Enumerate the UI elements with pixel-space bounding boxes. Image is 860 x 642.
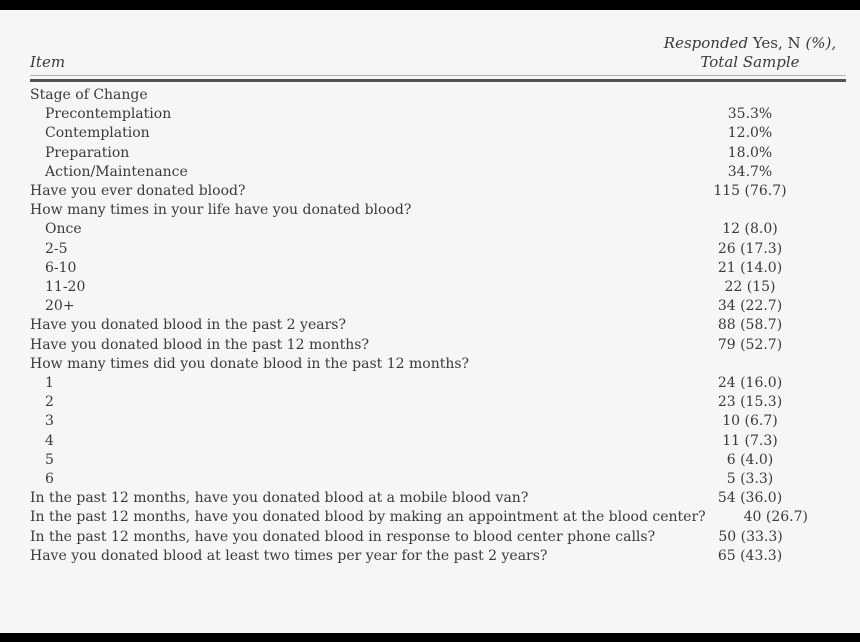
row-item-label: Have you ever donated blood? <box>30 183 246 200</box>
table-row: In the past 12 months, have you donated … <box>30 528 846 547</box>
row-item-label: 5 <box>45 451 54 468</box>
top-black-bar <box>0 0 860 10</box>
row-value <box>654 355 846 374</box>
row-item-label: Action/Maintenance <box>45 163 188 180</box>
table-row: 2 23 (15.3) <box>30 393 846 412</box>
row-item-label: Once <box>45 221 82 238</box>
item-column-header: Item <box>30 53 66 71</box>
row-item-label: Have you donated blood in the past 2 yea… <box>30 317 346 334</box>
row-value: 24 (16.0) <box>717 375 783 392</box>
row-item-label: Preparation <box>45 144 130 161</box>
row-value: 34.7% <box>727 163 773 180</box>
table-row: Contemplation 12.0% <box>30 124 846 143</box>
row-value: 10 (6.7) <box>722 413 778 430</box>
row-item-label: In the past 12 months, have you donated … <box>30 490 529 507</box>
row-value: 50 (33.3) <box>718 528 783 545</box>
row-value: 23 (15.3) <box>717 394 783 411</box>
table-row: Stage of Change <box>30 86 846 105</box>
row-item-label: In the past 12 months, have you donated … <box>30 509 706 526</box>
row-value: 22 (15) <box>724 279 776 296</box>
table-row: Have you ever donated blood? 115 (76.7) <box>30 182 846 201</box>
table-row: How many times did you donate blood in t… <box>30 355 846 374</box>
value-header-line1: Responded Yes, N (%), <box>663 34 837 52</box>
row-value: 40 (26.7) <box>743 509 808 526</box>
row-item-label: 4 <box>45 432 54 449</box>
table-row: Preparation 18.0% <box>30 144 846 163</box>
row-value: 88 (58.7) <box>717 317 783 334</box>
row-item-label: Precontemplation <box>45 106 172 123</box>
row-item-label: In the past 12 months, have you donated … <box>30 528 656 545</box>
table-row: How many times in your life have you don… <box>30 201 846 220</box>
table-row: 5 6 (4.0) <box>30 451 846 470</box>
table-row: 1 24 (16.0) <box>30 374 846 393</box>
row-item-label: How many times did you donate blood in t… <box>30 355 470 372</box>
row-item-label: Stage of Change <box>30 87 148 103</box>
row-item-label: 20+ <box>45 298 75 315</box>
row-item-label: Have you donated blood at least two time… <box>30 547 548 564</box>
table-row: Precontemplation 35.3% <box>30 105 846 124</box>
header-rule-thin <box>30 75 846 76</box>
row-value: 35.3% <box>727 106 773 123</box>
table-body: Stage of Change Precontemplation 35.3% Cont… <box>30 86 846 566</box>
header-rule-thick <box>30 79 846 82</box>
table-row: 2-5 26 (17.3) <box>30 240 846 259</box>
row-item-label: Contemplation <box>45 125 150 142</box>
table-row: Have you donated blood in the past 12 mo… <box>30 336 846 355</box>
row-item-label: 6-10 <box>45 259 77 276</box>
table-row: 3 10 (6.7) <box>30 412 846 431</box>
row-value: 26 (17.3) <box>717 240 783 257</box>
table-header-row: Item Responded Yes, N (%), Total Sample <box>30 0 846 72</box>
row-item-label: 2 <box>45 394 54 411</box>
value-column-header: Responded Yes, N (%), Total Sample <box>654 34 846 72</box>
row-value: 12 (8.0) <box>722 221 778 238</box>
table-row: Have you donated blood at least two time… <box>30 547 846 566</box>
table-row: 11-20 22 (15) <box>30 278 846 297</box>
table-row: 6 5 (3.3) <box>30 470 846 489</box>
row-value: 6 (4.0) <box>726 451 774 468</box>
row-value: 34 (22.7) <box>717 298 783 315</box>
table-row: Once 12 (8.0) <box>30 220 846 239</box>
row-value: 79 (52.7) <box>717 336 783 353</box>
row-value: 115 (76.7) <box>713 183 787 200</box>
row-value: 54 (36.0) <box>717 490 783 507</box>
row-value <box>654 86 846 105</box>
row-value: 18.0% <box>727 144 773 161</box>
table-row: 6-10 21 (14.0) <box>30 259 846 278</box>
table-row: 4 11 (7.3) <box>30 432 846 451</box>
row-value: 11 (7.3) <box>722 432 778 449</box>
row-item-label: 2-5 <box>45 240 68 257</box>
row-value: 21 (14.0) <box>717 259 783 276</box>
table-row: Have you donated blood in the past 2 yea… <box>30 316 846 335</box>
row-value: 65 (43.3) <box>717 547 783 564</box>
row-item-label: 1 <box>45 375 54 392</box>
table-row: In the past 12 months, have you donated … <box>30 489 846 508</box>
table-row: In the past 12 months, have you donated … <box>30 508 846 527</box>
bottom-black-bar <box>0 633 860 642</box>
row-item-label: How many times in your life have you don… <box>30 202 412 219</box>
row-item-label: 6 <box>45 471 54 488</box>
row-item-label: Have you donated blood in the past 12 mo… <box>30 336 370 353</box>
row-value <box>654 201 846 220</box>
row-value: 5 (3.3) <box>726 471 774 488</box>
survey-results-table: Item Responded Yes, N (%), Total Sample … <box>30 0 846 566</box>
row-item-label: 3 <box>45 413 54 430</box>
table-row: 20+ 34 (22.7) <box>30 297 846 316</box>
table-row: Action/Maintenance 34.7% <box>30 163 846 182</box>
row-item-label: 11-20 <box>45 279 86 296</box>
value-header-line2: Total Sample <box>700 53 800 71</box>
row-value: 12.0% <box>727 125 773 142</box>
